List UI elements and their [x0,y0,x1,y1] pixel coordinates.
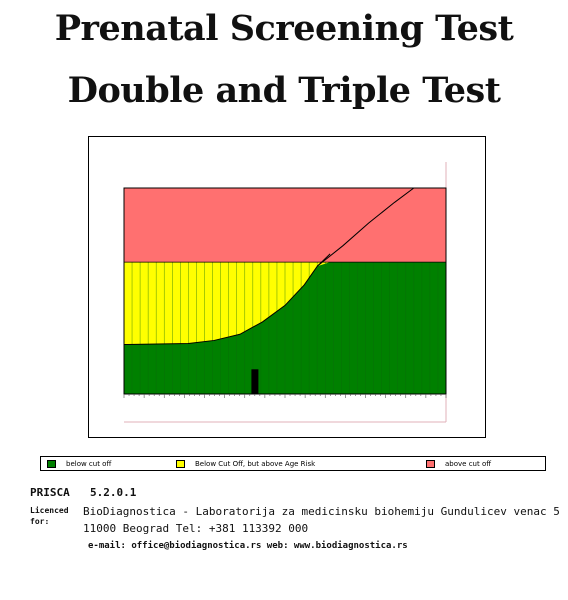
licensee-line-1: BioDiagnostica - Laboratorija za medicin… [83,505,560,518]
legend: below cut off Below Cut Off, but above A… [40,456,546,471]
risk-curve [316,187,415,267]
licensee-line-2: 11000 Beograd Tel: +381 113392 000 [83,522,309,535]
title-line-1: Prenatal Screening Test [54,8,514,49]
software-version: 5.2.0.1 [90,486,137,499]
legend-item-above-age-risk: Below Cut Off, but above Age Risk [176,459,315,469]
legend-label: above cut off [445,460,492,468]
age-risk-curve [123,253,331,346]
contact-line: e-mail: office@biodiagnostica.rs web: ww… [88,541,408,551]
licenced-for-label: Licenced for: [30,506,69,526]
patient-marker [251,369,259,394]
software-name: PRISCA [30,486,70,499]
legend-item-above-cut-off: above cut off [426,459,491,469]
legend-label: Below Cut Off, but above Age Risk [195,460,316,468]
legend-item-below-cut-off: below cut off [47,459,111,469]
legend-label: below cut off [66,460,112,468]
title-line-2: Double and Triple Test [67,70,501,111]
zone-above-cut-off [124,188,446,263]
zone-above-age-risk [124,262,331,345]
risk-chart-svg [123,162,447,423]
green-swatch [47,460,56,468]
red-swatch [426,460,435,468]
risk-chart [88,136,486,438]
yellow-swatch [176,460,185,468]
